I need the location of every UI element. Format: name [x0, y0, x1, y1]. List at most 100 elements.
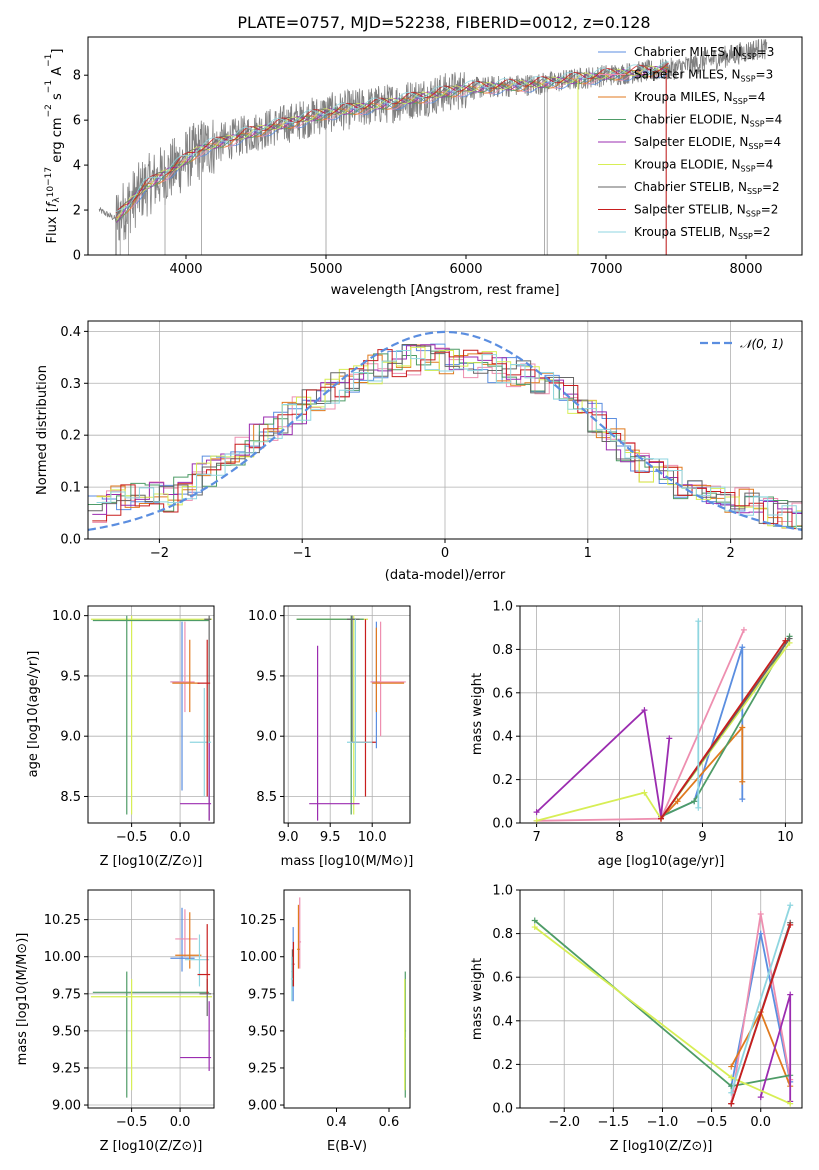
legend-subscript: SSP — [741, 75, 756, 84]
y-tick-label: 10.0 — [248, 609, 277, 624]
series-marker — [787, 902, 794, 909]
x-tick-label: 0 — [441, 546, 449, 561]
x-tick-label: −0.5 — [116, 830, 148, 845]
legend-name: Chabrier STELIB, N — [634, 180, 747, 194]
x-tick-label: 4000 — [169, 262, 202, 277]
y-tick-label: 8 — [73, 69, 81, 84]
y-tick-label: 9.75 — [52, 987, 81, 1002]
legend-name: Salpeter ELODIE, N — [634, 135, 748, 149]
y-tick-label: 0.8 — [492, 927, 513, 942]
x-tick-label: −1.5 — [598, 1115, 630, 1130]
y-tick-label: 1.0 — [492, 600, 513, 615]
series-line — [730, 924, 792, 1104]
x-tick-label: 8000 — [729, 262, 762, 277]
y-label-part: Flux [ — [45, 207, 60, 243]
x-axis-label: age [log10(age/yr)] — [598, 854, 725, 869]
legend-name: Salpeter STELIB, N — [634, 203, 746, 217]
y-label-part: f — [45, 200, 60, 207]
x-axis-label: (data-model)/error — [385, 568, 506, 583]
series-line — [536, 642, 791, 822]
x-tick-label: 0.0 — [170, 1115, 191, 1130]
histogram-step-line — [96, 350, 802, 530]
x-axis-label: mass [log10(M/M⊙)] — [281, 854, 414, 869]
y-label-part: −1 — [44, 80, 54, 93]
y-tick-label: 0 — [73, 249, 81, 264]
legend-label: Chabrier MILES, NSSP=3 — [634, 45, 774, 61]
y-label-part: s — [50, 93, 65, 104]
x-tick-label: −0.5 — [116, 1115, 148, 1130]
x-tick-label: 1 — [584, 546, 592, 561]
x-tick-label: 0.4 — [326, 1115, 347, 1130]
x-tick-label: 8 — [615, 830, 623, 845]
legend-subscript: SSP — [748, 142, 763, 151]
legend-subscript: SSP — [750, 120, 765, 129]
legend-name: Salpeter MILES, N — [634, 68, 741, 82]
x-axis-label: wavelength [Angstrom, rest frame] — [331, 283, 560, 298]
legend-label: Kroupa ELODIE, NSSP=4 — [634, 158, 773, 174]
axes-frame — [87, 889, 215, 1109]
x-tick-label: 0.6 — [379, 1115, 400, 1130]
histogram-step-line — [92, 344, 802, 515]
model-spectrum-line — [115, 65, 669, 224]
series-marker — [757, 910, 764, 917]
series-marker — [691, 798, 698, 805]
y-tick-label: 0.4 — [492, 730, 513, 745]
legend-nssp: =4 — [765, 113, 783, 127]
x-tick-label: 2 — [726, 546, 734, 561]
series-line — [730, 905, 792, 1093]
y-axis-label: age [log10(age/yr)] — [26, 651, 41, 778]
x-axis-label: E(B-V) — [327, 1139, 367, 1154]
y-tick-label: 9.0 — [60, 730, 81, 745]
x-tick-label: −1.0 — [647, 1115, 679, 1130]
series-line — [660, 725, 744, 820]
y-tick-label: 0.3 — [60, 377, 81, 392]
x-tick-label: 5000 — [309, 262, 342, 277]
axes-frame — [519, 605, 803, 824]
y-tick-label: 0.0 — [492, 817, 513, 832]
legend-nssp: =4 — [748, 90, 766, 104]
series-marker — [695, 618, 702, 625]
series-line — [660, 640, 787, 820]
legend-nssp: =3 — [757, 45, 775, 59]
series-marker — [739, 796, 746, 803]
series-marker — [641, 789, 648, 796]
y-tick-label: 9.5 — [256, 669, 277, 684]
x-tick-label: 0.0 — [170, 830, 191, 845]
series-marker — [674, 798, 681, 805]
y-axis-label: Normed distribution — [35, 365, 50, 495]
legend-name: Kroupa STELIB, N — [634, 225, 738, 239]
series-marker — [533, 809, 540, 816]
y-tick-label: 9.75 — [248, 987, 277, 1002]
series-marker — [695, 804, 702, 811]
legend-label: Kroupa MILES, NSSP=4 — [634, 90, 765, 106]
y-tick-label: 0.0 — [492, 1102, 513, 1117]
observed-spectrum-line — [98, 39, 768, 241]
series-marker — [786, 635, 793, 642]
legend-name: Kroupa MILES, N — [634, 90, 733, 104]
legend-nssp: =2 — [762, 180, 780, 194]
model-spectrum-line — [115, 61, 669, 213]
figure-title: PLATE=0757, MJD=52238, FIBERID=0012, z=0… — [237, 13, 650, 32]
y-tick-label: 0.2 — [492, 1058, 513, 1073]
legend-name: Chabrier MILES, N — [634, 45, 742, 59]
y-tick-label: 9.0 — [256, 730, 277, 745]
y-label-part: −1 — [44, 54, 54, 67]
legend-label: Salpeter MILES, NSSP=3 — [634, 68, 773, 84]
y-tick-label: 0.2 — [492, 773, 513, 788]
y-tick-label: 1.0 — [492, 884, 513, 899]
y-tick-label: 9.00 — [52, 1099, 81, 1114]
legend-subscript: SSP — [733, 97, 748, 106]
series-marker — [787, 1100, 794, 1107]
series-marker — [531, 924, 538, 931]
y-tick-label: 8.5 — [60, 790, 81, 805]
model-spectrum-line — [115, 65, 669, 218]
y-tick-label: 9.00 — [248, 1099, 277, 1114]
y-tick-label: 10.25 — [240, 913, 277, 928]
series-marker — [728, 1074, 735, 1081]
series-marker — [782, 637, 789, 644]
series-marker — [666, 735, 673, 742]
y-label-part: λ — [52, 197, 62, 203]
y-label-part: −2 — [44, 104, 54, 117]
axes-frame — [519, 889, 803, 1109]
model-spectrum-line — [115, 65, 669, 222]
